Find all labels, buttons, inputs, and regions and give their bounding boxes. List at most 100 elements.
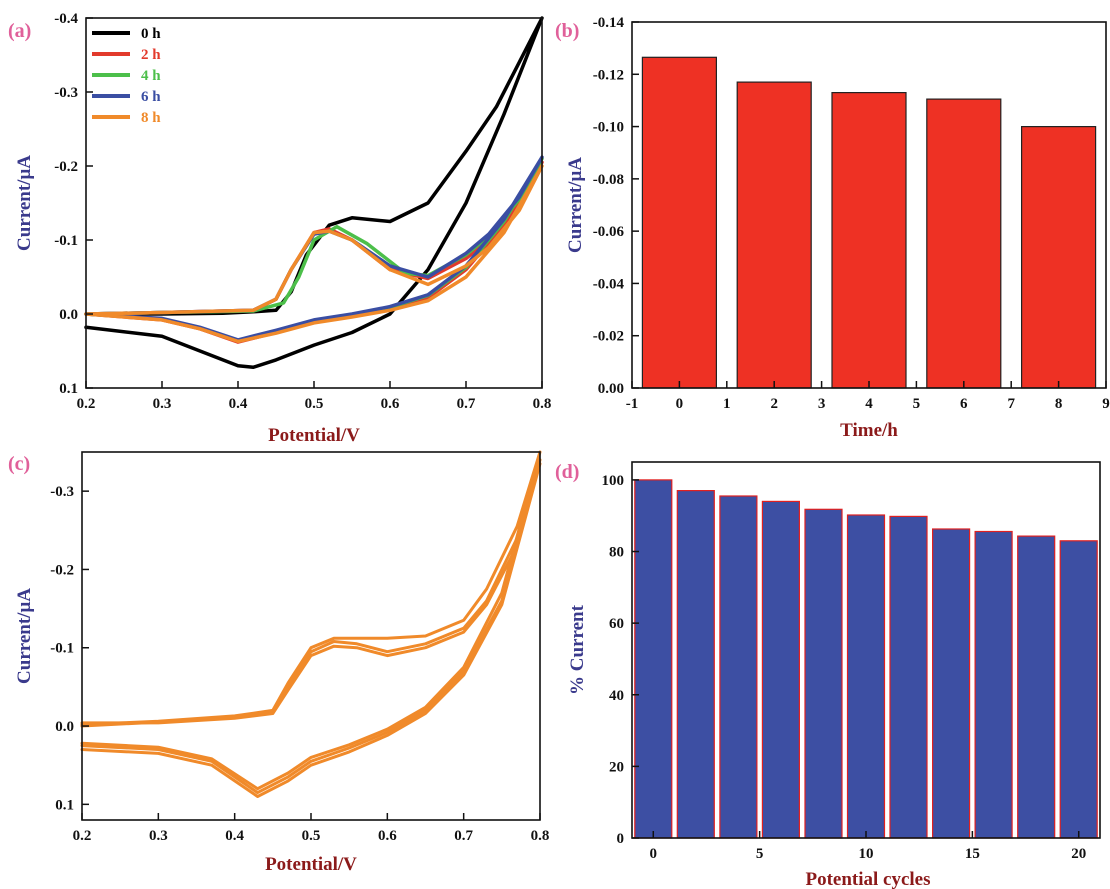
x-tick-label: 0.5 — [302, 828, 321, 844]
bar — [1020, 125, 1097, 389]
y-tick-label: 0.0 — [55, 719, 74, 735]
series-line-8h — [84, 164, 544, 344]
y-tick-label: -0.1 — [50, 641, 74, 657]
y-tick-label: -0.12 — [593, 67, 624, 83]
x-tick-label: 1 — [723, 396, 731, 412]
bar — [804, 508, 843, 839]
bar — [641, 56, 718, 389]
x-tick-label: 0.6 — [378, 828, 397, 844]
ylabel-a: Current/μA — [14, 155, 35, 251]
y-tick-label: -0.08 — [593, 172, 624, 188]
x-tick-label: 0.4 — [225, 828, 244, 844]
plot-d — [634, 479, 1098, 839]
x-tick-label: 9 — [1102, 396, 1110, 412]
x-tick-label: 0.5 — [305, 396, 324, 412]
bar — [634, 479, 673, 839]
panel-label-b: (b) — [555, 20, 579, 42]
x-tick-label: 0.2 — [73, 828, 92, 844]
bar — [1017, 535, 1056, 839]
panel-label-a: (a) — [8, 20, 31, 42]
plot-b — [641, 56, 1097, 389]
legend-a: 0 h 2 h 4 h 6 h 8 h — [92, 26, 161, 126]
y-tick-label: 0.1 — [55, 797, 74, 813]
y-tick-label: 80 — [609, 545, 624, 561]
x-tick-label: 3 — [818, 396, 826, 412]
x-tick-label: 0 — [650, 846, 658, 862]
x-tick-label: 10 — [859, 846, 874, 862]
panel-label-c: (c) — [8, 453, 30, 475]
x-tick-label: 0.6 — [381, 396, 400, 412]
x-tick-label: 0.7 — [454, 828, 473, 844]
legend-label: 0 h — [141, 26, 161, 42]
x-tick-label: -1 — [626, 396, 639, 412]
y-tick-label: 0 — [617, 831, 625, 847]
y-tick-label: 100 — [602, 473, 625, 489]
bar — [676, 490, 715, 839]
ylabel-c: Current/μA — [14, 588, 35, 684]
x-tick-label: 15 — [965, 846, 980, 862]
bar — [719, 495, 758, 839]
y-tick-label: -0.04 — [593, 276, 625, 292]
legend-label: 8 h — [141, 110, 161, 126]
y-tick-label: 60 — [609, 616, 624, 632]
ylabel-d: % Current — [567, 604, 588, 695]
x-tick-label: 7 — [1007, 396, 1015, 412]
x-tick-label: 5 — [756, 846, 764, 862]
bar — [831, 91, 907, 389]
y-tick-label: -0.06 — [593, 224, 625, 240]
y-tick-label: -0.14 — [593, 15, 625, 31]
ticks-d: 0 5 10 15 20 0 20 40 60 80 100 — [602, 473, 1087, 862]
x-tick-label: 5 — [913, 396, 921, 412]
legend-label: 4 h — [141, 68, 161, 84]
y-tick-label: 0.1 — [59, 381, 78, 397]
y-tick-label: -0.3 — [50, 484, 74, 500]
x-tick-label: 6 — [960, 396, 968, 412]
x-tick-label: 2 — [770, 396, 778, 412]
y-tick-label: -0.4 — [54, 11, 78, 27]
series-line-1 — [80, 462, 542, 798]
ticks-b: -1 0 1 2 3 4 5 6 7 8 9 0.00 -0.02 -0.04 -0.06 -0.08 -0.1… — [593, 15, 1110, 412]
x-tick-label: 0.3 — [149, 828, 168, 844]
legend-label: 2 h — [141, 47, 161, 63]
ticks-c: 0.2 0.3 0.4 0.5 0.6 0.7 0.8 0.1 0.0 -0.1 -0.2 -0.3 — [50, 484, 549, 844]
bar — [926, 98, 1002, 389]
bar — [931, 528, 971, 839]
x-tick-label: 0.3 — [153, 396, 172, 412]
y-tick-label: -0.10 — [593, 120, 624, 136]
x-tick-label: 4 — [865, 396, 873, 412]
x-tick-label: 0.2 — [77, 396, 96, 412]
xlabel-a: Potential/V — [268, 425, 360, 446]
y-tick-label: -0.2 — [54, 159, 78, 175]
panel-a: (a) 0.2 0.3 0.4 0.5 0.6 0.7 0.8 0.1 0.0 -0.1 -0.2 -… — [8, 11, 551, 446]
x-tick-label: 0.8 — [533, 396, 552, 412]
y-tick-label: 40 — [609, 688, 624, 704]
series-line-0 — [80, 458, 542, 795]
bar — [974, 530, 1013, 839]
legend-label: 6 h — [141, 89, 161, 105]
y-tick-label: 0.0 — [59, 307, 78, 323]
y-tick-label: -0.3 — [54, 85, 78, 101]
ticks-a: 0.2 0.3 0.4 0.5 0.6 0.7 0.8 0.1 0.0 -0.1 -0.2 -0.3 -… — [54, 11, 551, 412]
plot-a — [84, 16, 544, 370]
bar — [761, 500, 801, 839]
x-tick-label: 0.8 — [531, 828, 550, 844]
bar — [846, 514, 886, 839]
panel-c: (c) 0.2 0.3 0.4 0.5 0.6 0.7 0.8 0.1 0.0 -0.1 -0.2 -… — [8, 450, 549, 875]
panel-b: (b) -1 0 1 2 3 4 5 6 7 8 9 0.00 -0.02 -0.04 -0.06 -0.08… — [555, 15, 1110, 441]
xlabel-c: Potential/V — [265, 854, 357, 875]
x-tick-label: 0.7 — [457, 396, 476, 412]
y-tick-label: -0.2 — [50, 562, 74, 578]
x-tick-label: 0 — [676, 396, 684, 412]
bar — [1059, 540, 1098, 839]
series-line-2 — [80, 450, 542, 791]
panel-d: (d) 0 5 10 15 20 0 20 40 60 80 100 Potential cycle… — [555, 461, 1101, 889]
y-tick-label: -0.02 — [593, 329, 624, 345]
x-tick-label: 20 — [1071, 846, 1086, 862]
y-tick-label: 0.00 — [598, 381, 624, 397]
panel-label-d: (d) — [555, 461, 579, 483]
plot-c — [80, 450, 542, 798]
xlabel-b: Time/h — [840, 420, 898, 441]
y-tick-label: 20 — [609, 759, 624, 775]
ylabel-b: Current/μA — [565, 157, 586, 253]
